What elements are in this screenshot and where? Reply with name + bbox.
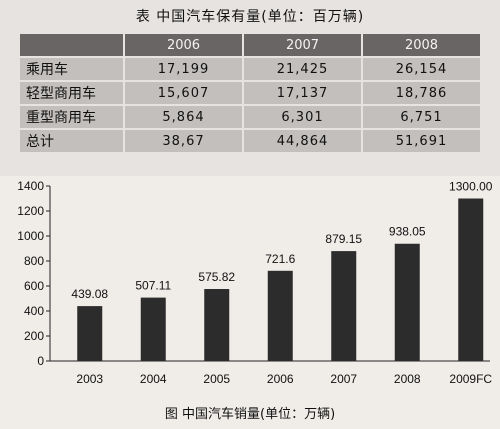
data-label-2004: 507.11 — [135, 279, 171, 293]
header-cell-blank — [20, 34, 123, 56]
bar-2003 — [77, 306, 103, 361]
x-tick-label-2003: 2003 — [76, 372, 103, 386]
table-row: 总计 38,67 44,864 51,691 — [20, 130, 480, 152]
table-cell: 44,864 — [244, 130, 361, 152]
table-cell: 18,786 — [363, 82, 480, 104]
header-cell-2008: 2008 — [363, 34, 480, 56]
x-tick-label-2004: 2004 — [140, 372, 167, 386]
bar-2006 — [267, 270, 293, 361]
y-tick-label: 200 — [24, 329, 44, 343]
table-cell: 21,425 — [244, 58, 361, 80]
table-section: 表 中国汽车保有量(单位：百万辆) 2006 2007 2008 乘用车 17,… — [0, 0, 500, 176]
x-tick-label-2006: 2006 — [267, 372, 294, 386]
data-label-2008: 938.05 — [389, 225, 426, 239]
vehicle-stock-table: 2006 2007 2008 乘用车 17,199 21,425 26,154 … — [18, 32, 482, 154]
chart-caption: 图 中国汽车销量(单位：万辆) — [165, 406, 335, 422]
sales-bar-chart: 0 200 400 600 800 1000 1200 1400 439.08 507.11 57… — [17, 179, 493, 422]
data-label-2006: 721.6 — [265, 252, 295, 266]
bar-2009FC — [458, 198, 484, 361]
y-tick-label: 400 — [24, 304, 44, 318]
table-cell: 17,199 — [125, 58, 242, 80]
data-label-2007: 879.15 — [325, 232, 362, 246]
y-tick-label: 1400 — [17, 179, 44, 193]
data-label-2005: 575.82 — [198, 270, 235, 284]
table-cell: 6,301 — [244, 106, 361, 128]
table-cell: 38,67 — [125, 130, 242, 152]
table-row: 乘用车 17,199 21,425 26,154 — [20, 58, 480, 80]
row-label: 乘用车 — [20, 58, 123, 80]
table-cell: 26,154 — [363, 58, 480, 80]
table-title: 表 中国汽车保有量(单位：百万辆) — [135, 9, 365, 25]
y-axis: 0 200 400 600 800 1000 1200 1400 — [17, 179, 490, 368]
x-tick-label-2007: 2007 — [330, 372, 357, 386]
table-cell: 6,751 — [363, 106, 480, 128]
header-cell-2007: 2007 — [244, 34, 361, 56]
x-tick-label-2005: 2005 — [203, 372, 230, 386]
table-cell: 5,864 — [125, 106, 242, 128]
table-cell: 51,691 — [363, 130, 480, 152]
y-tick-label: 800 — [24, 254, 44, 268]
bar-2007 — [331, 251, 357, 361]
bar-2008 — [394, 243, 420, 361]
data-label-2003: 439.08 — [71, 287, 108, 301]
bar-2004 — [140, 297, 166, 361]
row-label: 重型商用车 — [20, 106, 123, 128]
bar-2005 — [204, 289, 230, 361]
y-tick-label: 1000 — [17, 229, 44, 243]
y-tick-label: 1200 — [17, 204, 44, 218]
x-axis-labels: 2003 2004 2005 2006 2007 2008 2009FC — [76, 372, 492, 386]
table-cell: 15,607 — [125, 82, 242, 104]
table-row: 轻型商用车 15,607 17,137 18,786 — [20, 82, 480, 104]
header-cell-2006: 2006 — [125, 34, 242, 56]
y-tick-label: 0 — [37, 354, 44, 368]
bars-group: 439.08 507.11 575.82 721.6 879.15 938.05 1300.… — [71, 180, 493, 361]
y-tick-label: 600 — [24, 279, 44, 293]
data-label-2009FC: 1300.00 — [449, 180, 493, 194]
x-tick-label-2009FC: 2009FC — [449, 372, 492, 386]
table-cell: 17,137 — [244, 82, 361, 104]
x-tick-label-2008: 2008 — [394, 372, 421, 386]
table-row: 重型商用车 5,864 6,301 6,751 — [20, 106, 480, 128]
row-label: 总计 — [20, 130, 123, 152]
table-header-row: 2006 2007 2008 — [20, 34, 480, 56]
row-label: 轻型商用车 — [20, 82, 123, 104]
